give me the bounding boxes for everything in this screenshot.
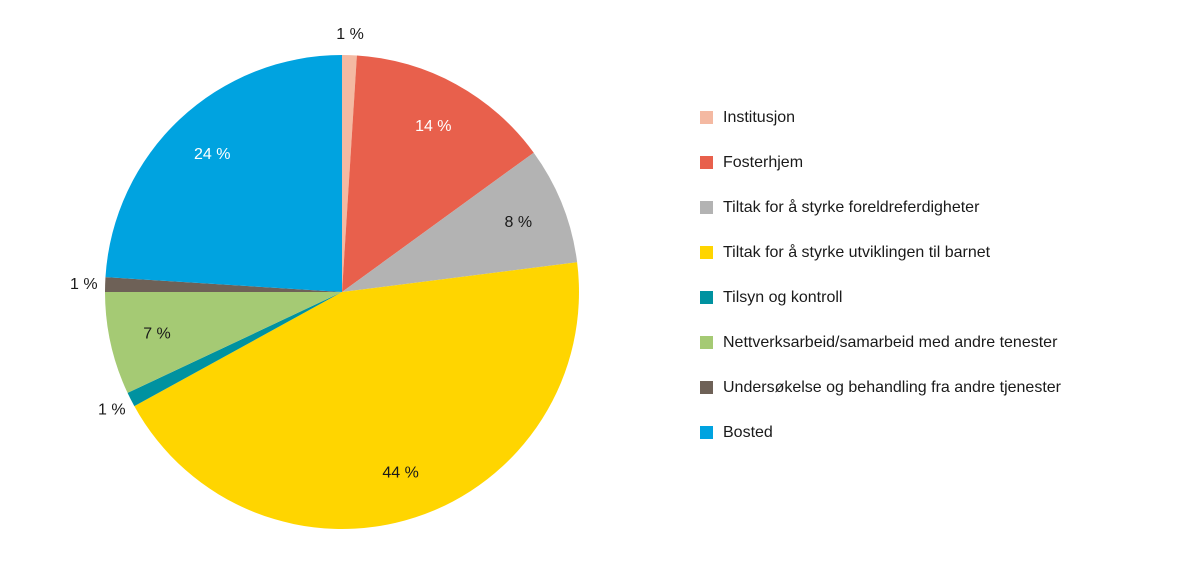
pie-value-label: 8 % — [505, 214, 533, 231]
pie-slice-2 — [342, 152, 578, 292]
legend-label: Fosterhjem — [723, 154, 804, 171]
pie-slice-6 — [105, 277, 342, 292]
legend-item: Fosterhjem — [700, 153, 1061, 172]
pie-slice-3 — [134, 262, 579, 529]
legend-item: Tiltak for å styrke foreldreferdigheter — [700, 198, 1061, 217]
legend-item: Bosted — [700, 423, 1061, 442]
pie-slice-0 — [342, 55, 357, 292]
pie-slice-5 — [105, 292, 342, 393]
chart-legend: Institusjon Fosterhjem Tiltak for å styrke… — [700, 108, 1061, 442]
legend-label: Tiltak for å styrke utviklingen til barn… — [723, 244, 991, 261]
legend-label: Tilsyn og kontroll — [723, 289, 843, 306]
legend-label: Bosted — [723, 424, 773, 441]
legend-swatch — [700, 246, 713, 259]
pie-value-label: 1 % — [70, 276, 98, 293]
pie-value-label: 7 % — [143, 325, 171, 342]
pie-value-label: 1 % — [98, 401, 126, 418]
legend-item: Nettverksarbeid/samarbeid med andre tene… — [700, 333, 1061, 352]
legend-swatch — [700, 381, 713, 394]
legend-item: Tilsyn og kontroll — [700, 288, 1061, 307]
legend-swatch — [700, 156, 713, 169]
legend-label: Institusjon — [723, 109, 796, 126]
legend-label: Nettverksarbeid/samarbeid med andre tene… — [723, 334, 1058, 351]
legend-item: Undersøkelse og behandling fra andre tje… — [700, 378, 1061, 397]
legend-swatch — [700, 291, 713, 304]
legend-swatch — [700, 201, 713, 214]
pie-slice-1 — [342, 55, 534, 292]
legend-swatch — [700, 426, 713, 439]
legend-item: Tiltak for å styrke utviklingen til barn… — [700, 243, 1061, 262]
pie-chart-svg: 1 % 14 % 8 % 44 % 1 % 7 % 1 % 24 % — [70, 26, 579, 529]
legend-swatch — [700, 111, 713, 124]
legend-label: Tiltak for å styrke foreldreferdigheter — [723, 199, 980, 216]
pie-slice-4 — [127, 292, 342, 407]
pie-value-label: 14 % — [415, 118, 451, 135]
pie-value-label: 24 % — [194, 146, 230, 163]
legend-item: Institusjon — [700, 108, 1061, 127]
pie-value-label: 44 % — [382, 464, 418, 481]
pie-value-label: 1 % — [336, 26, 364, 43]
legend-swatch — [700, 336, 713, 349]
legend-label: Undersøkelse og behandling fra andre tje… — [723, 379, 1061, 396]
pie-slice-7 — [105, 55, 342, 292]
